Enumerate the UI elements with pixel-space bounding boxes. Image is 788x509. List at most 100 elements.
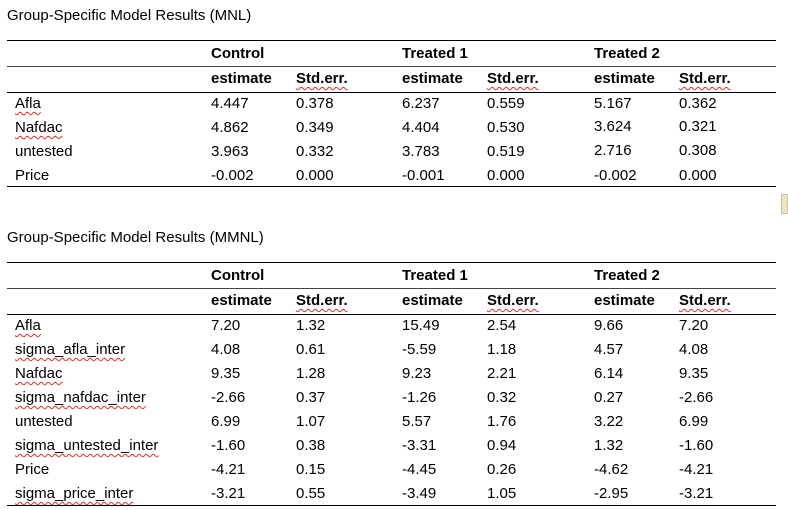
table1-cell: 3.783 [402,143,440,160]
table2-cell: 0.37 [296,389,326,406]
table2-cell: 15.49 [402,317,440,334]
table1-group-header: Treated 1 [402,45,468,62]
side-marker [781,194,788,214]
table2-cell: 0.61 [296,341,326,358]
table2-cell: -4.45 [402,461,437,478]
table2-cell: 1.18 [487,341,517,358]
table1-cell: -0.001 [402,167,445,184]
table2-cell: 4.08 [679,341,709,358]
table1-title: Group-Specific Model Results (MNL) [7,7,252,24]
table2-cell: 4.57 [594,341,624,358]
table1-row-label: Afla [15,95,41,112]
table1-top-rule [7,40,776,41]
table2-row-label: Afla [15,317,41,334]
table1-cell: 0.559 [487,95,525,112]
table1-cell: 0.332 [296,143,334,160]
table2-cell: -3.21 [211,485,246,502]
table1-subheader: Std.err. [296,70,348,87]
table2-row-label: sigma_nafdac_inter [15,389,146,406]
table1-cell: 6.237 [402,95,440,112]
table1-cell: 3.624 [594,118,632,135]
table2-subheader: estimate [211,292,272,309]
table2-cell: 1.76 [487,413,517,430]
table1-cell: 0.519 [487,143,525,160]
table1-group-header: Control [211,45,265,62]
table2-cell: 9.66 [594,317,624,334]
table2-cell: -2.66 [211,389,246,406]
table1-cell: 3.963 [211,143,249,160]
table1-bottom-rule [7,186,776,187]
table1-subheader: Std.err. [679,70,731,87]
table1-cell: 0.530 [487,119,525,136]
table2-cell: -1.60 [211,437,246,454]
table2-cell: 0.32 [487,389,517,406]
table2-cell: 1.07 [296,413,326,430]
table2-top-rule [7,262,776,263]
table2-cell: 4.08 [211,341,241,358]
table1-subheader: estimate [402,70,463,87]
table2-row-label: sigma_afla_inter [15,341,126,358]
table1-cell: 4.404 [402,119,440,136]
table1-cell: 0.362 [679,95,717,112]
table1-cell: -0.002 [594,167,637,184]
table2-cell: -4.21 [679,461,714,478]
table2-subheader: estimate [402,292,463,309]
table2-cell: -5.59 [402,341,437,358]
table2-cell: -2.95 [594,485,629,502]
table1-cell: 0.000 [296,167,334,184]
table2-cell: 6.99 [211,413,241,430]
table2-cell: -4.62 [594,461,629,478]
table2-cell: 1.32 [594,437,624,454]
table1-subheader: estimate [594,70,655,87]
table2-group-header: Control [211,267,265,284]
table1-cell: 5.167 [594,95,632,112]
table1-row-label: untested [15,143,73,160]
table1-cell: 0.378 [296,95,334,112]
table2-subheader: Std.err. [487,292,539,309]
table2-cell: -4.21 [211,461,246,478]
table2-cell: -2.66 [679,389,714,406]
table2-row-label: sigma_untested_inter [15,437,159,454]
table2-cell: 7.20 [679,317,709,334]
table1-group-header: Treated 2 [594,45,660,62]
table2-cell: 3.22 [594,413,624,430]
table2-cell: 0.94 [487,437,517,454]
table2-cell: 2.21 [487,365,517,382]
table1-subheader: Std.err. [487,70,539,87]
table2-subheader: Std.err. [679,292,731,309]
table1-header-rule [7,92,776,93]
table2-cell: -3.49 [402,485,437,502]
table2-cell: 9.35 [211,365,241,382]
table1-cell: 2.716 [594,142,632,159]
table2-cell: 1.32 [296,317,326,334]
table2-cell: 9.23 [402,365,432,382]
table2-group-rule [7,288,776,289]
table2-cell: 0.15 [296,461,326,478]
table2-subheader: Std.err. [296,292,348,309]
table1-cell: 4.447 [211,95,249,112]
table2-bottom-rule [7,505,776,506]
table1-cell: 4.862 [211,119,249,136]
table2-cell: 2.54 [487,317,517,334]
table2-cell: -1.26 [402,389,437,406]
table2-group-header: Treated 1 [402,267,468,284]
table2-row-label: sigma_price_inter [15,485,134,502]
table1-cell: 0.000 [679,167,717,184]
table2-cell: 0.27 [594,389,624,406]
table2-cell: 0.38 [296,437,326,454]
table1-row-label: Nafdac [15,119,63,136]
table2-cell: -1.60 [679,437,714,454]
table2-cell: 1.28 [296,365,326,382]
table2-cell: 6.14 [594,365,624,382]
table2-cell: 5.57 [402,413,432,430]
table1-cell: 0.308 [679,142,717,159]
table1-cell: 0.000 [487,167,525,184]
table2-cell: 6.99 [679,413,709,430]
table2-title: Group-Specific Model Results (MMNL) [7,229,264,246]
table2-row-label: untested [15,413,73,430]
table1-subheader: estimate [211,70,272,87]
table2-row-label: Nafdac [15,365,63,382]
table1-group-rule [7,66,776,67]
table1-row-label: Price [15,167,50,184]
table2-cell: 0.55 [296,485,326,502]
